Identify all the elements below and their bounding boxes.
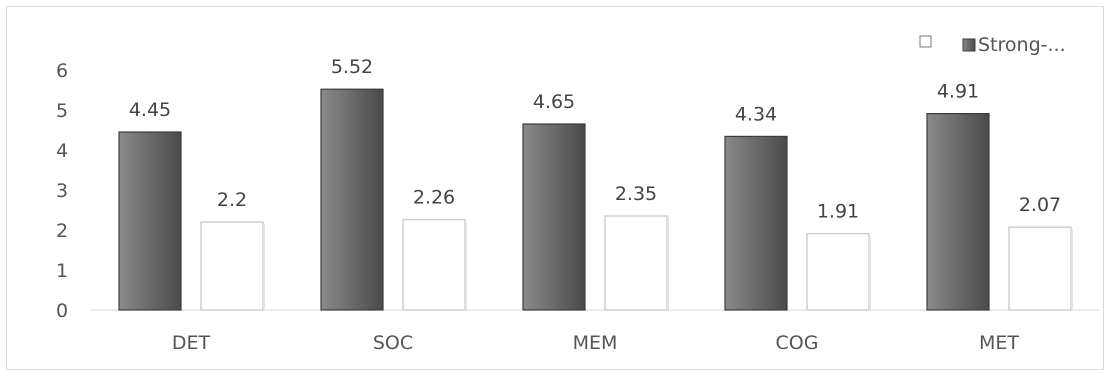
data-label: 1.91 [817, 201, 859, 223]
legend: Strong-... [919, 34, 1066, 56]
data-labels: 4.45 2.2 5.52 2.26 4.65 2.35 4.34 1.91 4.91 2.07 [129, 56, 1061, 222]
bar-weak-det [200, 221, 264, 311]
bar-weak-met [1008, 226, 1072, 311]
y-tick-label: 0 [56, 300, 68, 322]
bar-weak-soc [402, 218, 466, 311]
y-tick-label: 2 [56, 220, 68, 242]
legend-label-strong: Strong-... [978, 34, 1066, 56]
bar-strong-det [118, 131, 182, 311]
category-label-det: DET [172, 332, 211, 354]
data-label: 2.35 [615, 183, 657, 205]
y-axis-ticks: 0 1 2 3 4 5 6 [56, 60, 68, 322]
data-label: 2.2 [217, 189, 247, 211]
category-label-mem: MEM [573, 332, 618, 354]
bar-strong-soc [320, 88, 384, 311]
category-label-cog: COG [776, 332, 819, 354]
category-labels: DET SOC MEM COG MET [172, 332, 1020, 354]
legend-swatch-strong [962, 38, 976, 52]
bar-strong-met [926, 112, 990, 311]
y-tick-label: 4 [56, 140, 68, 162]
y-tick-label: 6 [56, 60, 68, 82]
bar-strong-mem [522, 123, 586, 311]
legend-swatch-empty [919, 35, 932, 48]
bars [118, 88, 1073, 311]
bar-weak-mem [604, 215, 668, 311]
bar-weak-cog [806, 232, 870, 311]
data-label: 4.91 [937, 81, 979, 103]
data-label: 2.26 [413, 187, 455, 209]
bar-strong-cog [724, 135, 788, 311]
y-tick-label: 1 [56, 260, 68, 282]
data-label: 4.34 [735, 103, 777, 125]
y-tick-label: 3 [56, 180, 68, 202]
data-label: 2.07 [1019, 194, 1061, 216]
data-label: 4.45 [129, 99, 171, 121]
y-tick-label: 5 [56, 100, 68, 122]
category-label-soc: SOC [373, 332, 413, 354]
data-label: 5.52 [331, 56, 373, 78]
category-label-met: MET [979, 332, 1019, 354]
data-label: 4.65 [533, 91, 575, 113]
